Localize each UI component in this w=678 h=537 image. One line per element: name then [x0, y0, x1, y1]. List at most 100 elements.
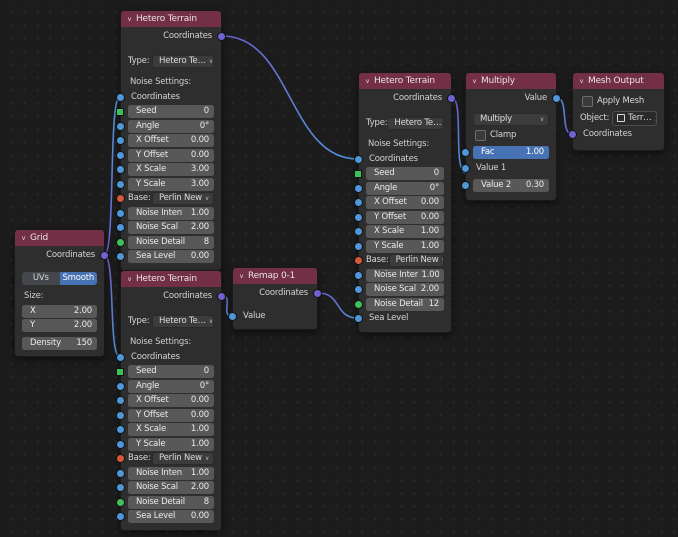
value-field[interactable]: Y Offset 0.00	[128, 408, 214, 422]
input-socket[interactable]	[116, 483, 125, 492]
node-hetero-terrain-2[interactable]: ∨ Hetero Terrain Coordinates Type: Hetero Te…	[116, 270, 226, 531]
value-field[interactable]: Y Scale 1.00	[366, 239, 444, 253]
collapse-chevron-icon[interactable]: ∨	[579, 77, 584, 85]
input-socket[interactable]	[461, 147, 470, 157]
dropdown[interactable]: Multiply ∨	[473, 112, 549, 126]
input-socket[interactable]	[354, 198, 363, 207]
input-socket[interactable]	[116, 468, 125, 478]
input-socket[interactable]	[116, 121, 125, 131]
output-socket[interactable]	[217, 32, 226, 41]
value-field[interactable]: Angle 0°	[128, 119, 214, 133]
value-field[interactable]: X Scale 3.00	[128, 163, 214, 176]
value-field[interactable]: X Offset 0.00	[128, 394, 214, 407]
value-field[interactable]: Fac 1.00	[473, 145, 549, 159]
value-field[interactable]: Noise Inten 1.00	[128, 466, 214, 480]
input-socket[interactable]	[354, 170, 362, 178]
input-socket[interactable]	[354, 183, 363, 193]
input-socket[interactable]	[116, 454, 125, 463]
input-socket[interactable]	[461, 164, 470, 173]
value-field[interactable]: X Offset 0.00	[128, 134, 214, 147]
node-remap-0-1[interactable]: ∨ Remap 0-1 Coordinates Value	[228, 267, 322, 330]
value-field[interactable]: Y Offset 0.00	[128, 148, 214, 162]
output-socket[interactable]	[100, 251, 109, 260]
node-hetero-terrain-3[interactable]: ∨ Hetero Terrain Coordinates Type: Hetero Te…	[354, 72, 456, 333]
value-field[interactable]: Noise Scal 2.00	[128, 221, 214, 234]
checkbox[interactable]	[582, 96, 593, 107]
clear-object-icon[interactable]: ×	[654, 112, 656, 125]
input-socket[interactable]	[354, 285, 363, 294]
value-field[interactable]: X Scale 1.00	[128, 423, 214, 436]
dropdown[interactable]: Perlin New∨	[152, 452, 214, 465]
node-header[interactable]: ∨ Multiply	[466, 73, 556, 89]
input-socket[interactable]	[116, 252, 125, 261]
value-field[interactable]: Y Offset 0.00	[366, 210, 444, 224]
node-multiply[interactable]: ∨ Multiply Value Multiply ∨ Clamp Fac 1.00 Value…	[461, 72, 561, 201]
node-header[interactable]: ∨ Hetero Terrain	[121, 11, 221, 27]
input-socket[interactable]	[116, 381, 125, 391]
checkbox-row[interactable]: Apply Mesh	[580, 95, 657, 108]
value-field[interactable]: Angle 0°	[366, 181, 444, 195]
output-socket[interactable]	[217, 292, 226, 301]
output-socket[interactable]	[447, 94, 456, 103]
collapse-chevron-icon[interactable]: ∨	[239, 272, 244, 280]
input-socket[interactable]	[354, 270, 363, 280]
value-field[interactable]: Y Scale 1.00	[128, 437, 214, 451]
value-field[interactable]: Noise Inten 1.00	[128, 206, 214, 220]
input-socket[interactable]	[116, 223, 125, 232]
value-field[interactable]: Seed 0	[128, 365, 214, 378]
value-field[interactable]: X 2.00	[22, 304, 97, 318]
node-header[interactable]: ∨ Remap 0-1	[233, 268, 317, 284]
input-socket[interactable]	[354, 299, 363, 309]
node-header[interactable]: ∨ Grid	[15, 230, 104, 246]
input-socket[interactable]	[116, 368, 124, 376]
input-socket[interactable]	[116, 512, 125, 521]
value-field[interactable]: Sea Level 0.00	[128, 510, 214, 523]
segment-uvs[interactable]: UVs	[22, 271, 60, 285]
value-field[interactable]: Angle 0°	[128, 379, 214, 393]
output-socket[interactable]	[313, 289, 322, 298]
dropdown[interactable]: Perlin New∨	[152, 192, 214, 205]
input-socket[interactable]	[116, 410, 125, 420]
value-field[interactable]: X Offset 0.00	[366, 196, 444, 209]
segment-smooth[interactable]: Smooth	[59, 271, 97, 285]
input-socket[interactable]	[116, 208, 125, 218]
node-grid[interactable]: ∨ Grid Coordinates UVs Smooth Size: X 2.00 Y 2.00…	[14, 229, 109, 357]
input-socket[interactable]	[116, 179, 125, 189]
value-field[interactable]: Y Scale 3.00	[128, 177, 214, 191]
node-hetero-terrain-1[interactable]: ∨ Hetero Terrain Coordinates Type: Hetero Te…	[116, 10, 226, 271]
value-field[interactable]: Seed 0	[128, 105, 214, 118]
output-socket[interactable]	[552, 94, 561, 103]
input-socket[interactable]	[461, 180, 470, 190]
input-socket[interactable]	[116, 150, 125, 160]
input-socket[interactable]	[116, 439, 125, 449]
value-field[interactable]: X Scale 1.00	[366, 225, 444, 238]
value-field[interactable]: Density 150	[22, 336, 97, 350]
value-field[interactable]: Noise Detail 12	[366, 297, 444, 311]
collapse-chevron-icon[interactable]: ∨	[127, 275, 132, 283]
dropdown[interactable]: Hetero Te…∨	[152, 314, 214, 328]
value-field[interactable]: Value 2 0.30	[473, 178, 549, 192]
input-socket[interactable]	[354, 314, 363, 323]
input-socket[interactable]	[354, 154, 363, 164]
collapse-chevron-icon[interactable]: ∨	[472, 77, 477, 85]
value-field[interactable]: Y 2.00	[22, 319, 97, 332]
input-socket[interactable]	[116, 497, 125, 507]
value-field[interactable]: Noise Scal 2.00	[366, 283, 444, 296]
input-socket[interactable]	[116, 108, 124, 116]
checkbox-row[interactable]: Clamp	[473, 129, 549, 142]
input-socket[interactable]	[354, 241, 363, 251]
input-socket[interactable]	[116, 237, 125, 247]
input-socket[interactable]	[116, 352, 125, 362]
value-field[interactable]: Noise Inten 1.00	[366, 268, 444, 282]
input-socket[interactable]	[116, 136, 125, 145]
input-socket[interactable]	[354, 212, 363, 222]
value-field[interactable]: Noise Scal 2.00	[128, 481, 214, 494]
input-socket[interactable]	[116, 165, 125, 174]
value-field[interactable]: Sea Level 0.00	[128, 250, 214, 263]
object-field[interactable]: Terr…×	[612, 110, 657, 126]
node-header[interactable]: ∨ Hetero Terrain	[359, 73, 451, 89]
input-socket[interactable]	[228, 311, 237, 321]
input-socket[interactable]	[354, 227, 363, 236]
